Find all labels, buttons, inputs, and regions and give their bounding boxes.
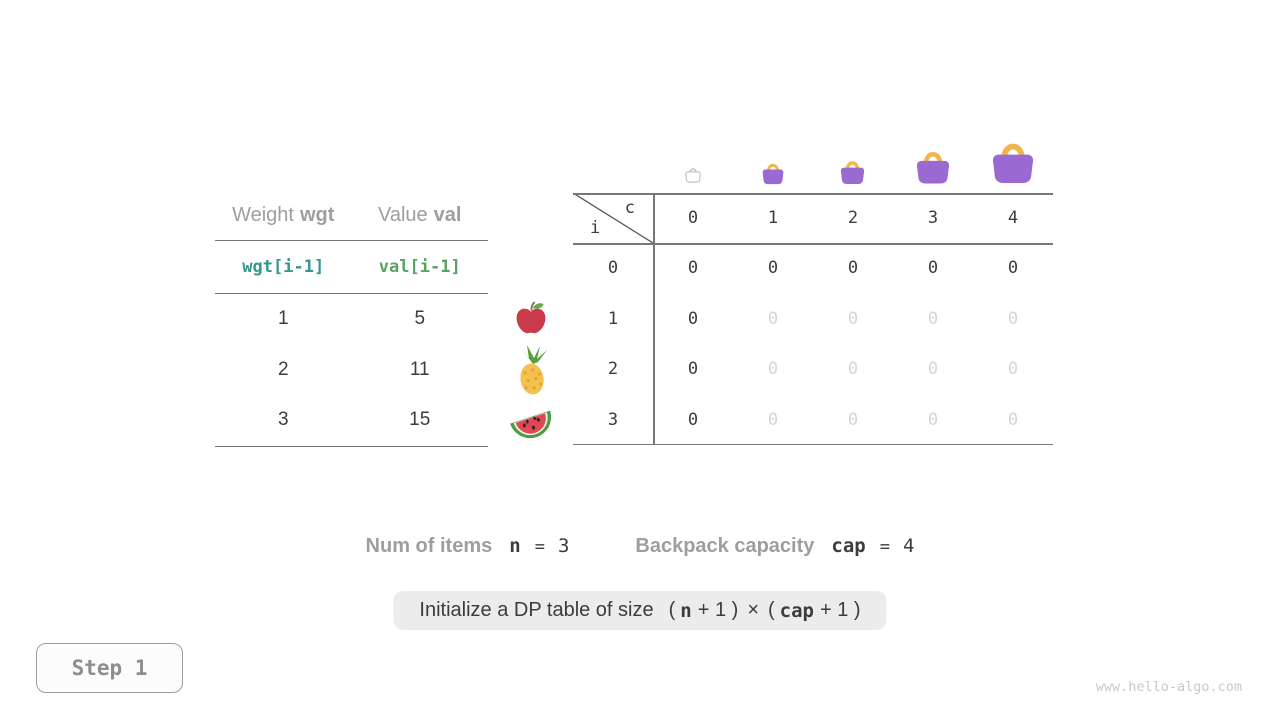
dp-cell-r2c0: 0 [687,359,699,380]
val-index-expression: val[i-1] [378,257,461,277]
n-variable: n [680,599,692,622]
empty-bag-icon [685,168,701,183]
item-2-value: 11 [409,358,430,380]
step-badge-label: Step 1 [71,656,148,680]
dp-header-border [573,243,1053,245]
cap-variable: cap [779,599,815,622]
item-3-value: 15 [409,409,431,431]
bag-icon-size-1 [762,163,784,185]
dp-row-header-0: 0 [607,258,619,279]
dp-cell-r0c4: 0 [1007,258,1019,279]
callout-text: Initialize a DP table of size [419,599,654,621]
dp-col-header-1: 1 [767,208,779,228]
num-items-caption: Num of items n = 3 [366,535,570,558]
val-code-label: val [433,203,462,226]
dp-cell-r2c3: 0 [927,359,939,380]
pineapple-icon [520,345,547,395]
dp-row-header-2: 2 [607,359,619,380]
dp-col-header-2: 2 [847,208,859,228]
dp-top-border [573,193,1053,195]
value-label: Value [378,203,428,226]
items-table: Weight wgt Value val wgt[i-1] val[i-1] 1… [215,190,488,447]
plus-one-close: + 1 ) [697,599,739,621]
dp-grid: c i 0 1 2 3 4 0 0 0 0 0 0 1 0 0 0 0 0 2 … [573,193,1053,445]
dp-col-header-0: 0 [687,208,699,228]
open-paren: ( [768,599,775,621]
dp-cell-r1c2: 0 [847,308,859,329]
items-table-code-row: wgt[i-1] val[i-1] [215,241,488,294]
dp-cell-r3c1: 0 [767,409,779,430]
equals-sign: = [879,537,890,557]
item-3-weight: 3 [277,409,289,431]
item-row-3: 3 15 [215,395,488,447]
items-table-header: Weight wgt Value val [215,190,488,241]
dp-cell-r0c2: 0 [847,258,859,279]
weight-column-header: Weight wgt [215,190,352,240]
wgt-code-label: wgt [299,203,335,226]
dp-cell-r2c2: 0 [847,359,859,380]
dp-cell-r1c1: 0 [767,308,779,329]
dp-col-header-3: 3 [927,208,939,228]
dp-cell-r1c0: 0 [687,308,699,329]
capacity-label: Backpack capacity [635,535,815,557]
num-items-label: Num of items [365,535,493,557]
init-dp-table-callout: Initialize a DP table of size ( n + 1 ) … [393,591,887,630]
dp-cell-r3c4: 0 [1007,409,1019,430]
weight-label: Weight [232,203,294,226]
cap-variable: cap [831,535,866,557]
dp-cell-r0c3: 0 [927,258,939,279]
watermelon-icon [510,410,552,439]
dp-cell-r3c2: 0 [847,409,859,430]
site-watermark: www.hello-algo.com [1095,679,1242,695]
capacity-caption: Backpack capacity cap = 4 [635,535,914,558]
dp-cell-r1c3: 0 [927,308,939,329]
equals-sign: = [534,537,545,557]
dp-col-header-4: 4 [1007,208,1019,228]
dp-cell-r0c1: 0 [767,258,779,279]
dp-bottom-border [573,443,1053,445]
item-2-weight: 2 [277,358,289,380]
item-row-1: 1 5 [215,294,488,345]
plus-one-close: + 1 ) [820,599,861,621]
column-axis-label: c [624,198,635,218]
step-badge: Step 1 [36,643,183,693]
cap-value: 4 [902,535,915,557]
dp-vertical-border [653,193,655,445]
dp-cell-r2c1: 0 [767,359,779,380]
open-paren: ( [668,599,676,621]
dp-row-header-3: 3 [607,409,619,430]
dp-cell-r3c3: 0 [927,409,939,430]
parameters-caption: Num of items n = 3 Backpack capacity cap… [0,535,1280,558]
corner-diagonal-line [573,193,653,243]
bag-icon-size-4 [992,143,1034,183]
wgt-index-expression: wgt[i-1] [242,257,325,277]
dp-corner-cell: c i [573,193,653,243]
dp-cell-r0c0: 0 [687,258,699,279]
multiply-sign: × [747,599,760,621]
apple-icon [516,301,546,334]
row-axis-label: i [590,218,601,238]
n-value: 3 [557,535,570,557]
item-1-value: 5 [414,308,426,330]
value-column-header: Value val [352,190,489,240]
bag-icon-size-2 [840,161,865,185]
item-row-2: 2 11 [215,345,488,396]
dp-table: c i 0 1 2 3 4 0 0 0 0 0 0 1 0 0 0 0 0 2 … [573,193,1053,445]
n-variable: n [509,535,521,557]
dp-cell-r2c4: 0 [1007,359,1019,380]
bag-icon-size-3 [916,152,950,184]
item-1-weight: 1 [277,308,289,330]
dp-cell-r1c4: 0 [1007,308,1019,329]
dp-cell-r3c0: 0 [687,409,699,430]
dp-row-header-1: 1 [607,308,619,329]
